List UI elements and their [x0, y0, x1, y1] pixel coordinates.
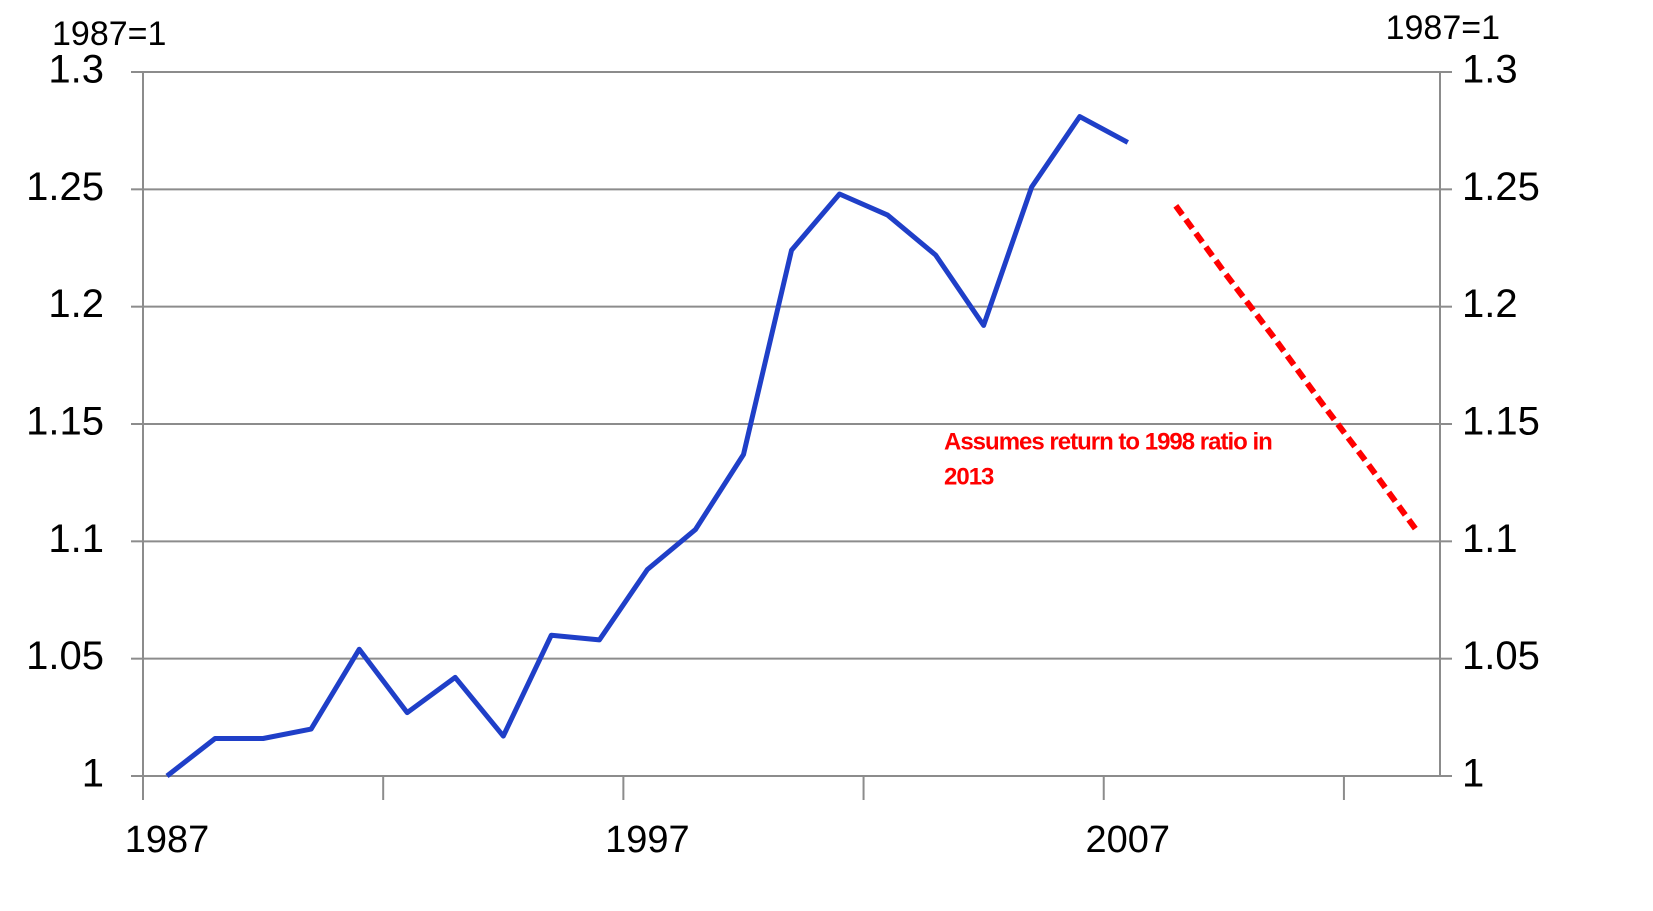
- y-tick-label: 1.15: [26, 400, 104, 444]
- y2-tick-label: 1.05: [1462, 634, 1540, 678]
- y2-unit-label: 1987=1: [1386, 9, 1500, 47]
- y2-tick-label: 1.3: [1462, 48, 1518, 92]
- x-tick-label: 1997: [605, 819, 690, 861]
- annotation: Assumes return to 1998 ratio in: [944, 428, 1272, 455]
- y-tick-label: 1.05: [26, 634, 104, 678]
- y2-tick-label: 1.1: [1462, 517, 1518, 561]
- y2-tick-label: 1.2: [1462, 282, 1518, 326]
- y-unit-label: 1987=1: [52, 15, 166, 53]
- y-tick-label: 1.25: [26, 165, 104, 209]
- y2-tick-label: 1.25: [1462, 165, 1540, 209]
- line-series: [1173, 204, 1419, 532]
- annotation: 2013: [944, 463, 994, 490]
- y-tick-label: 1.1: [48, 517, 104, 561]
- y-tick-label: 1.3: [48, 48, 104, 92]
- y-tick-label: 1: [82, 752, 104, 796]
- y2-tick-label: 1: [1462, 752, 1484, 796]
- line-series: [165, 114, 1129, 778]
- x-tick-label: 2007: [1085, 819, 1170, 861]
- y2-tick-label: 1.15: [1462, 400, 1540, 444]
- y-tick-label: 1.2: [48, 282, 104, 326]
- x-tick-label: 1987: [125, 819, 210, 861]
